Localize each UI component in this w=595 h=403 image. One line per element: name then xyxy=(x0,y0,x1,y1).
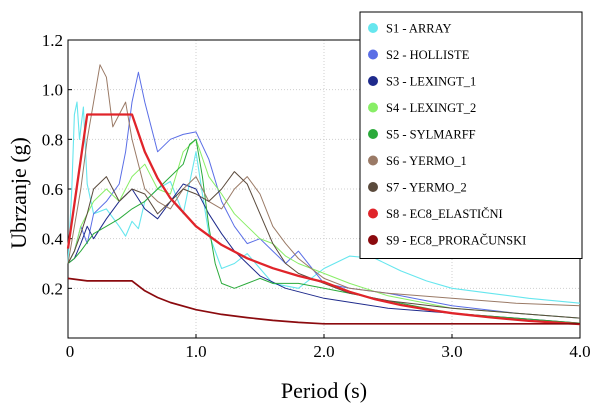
legend-label: S3 - LEXINGT_1 xyxy=(386,75,476,89)
x-tick-label: 0 xyxy=(66,342,75,361)
legend-marker xyxy=(368,49,378,60)
legend-marker xyxy=(368,182,378,192)
x-tick-label: 1.0 xyxy=(185,342,206,361)
y-tick-label: 1.0 xyxy=(42,81,63,100)
legend-label: S7 - YERMO_2 xyxy=(386,181,467,195)
y-tick-label: 0.8 xyxy=(42,130,63,149)
y-axis-label: Ubrzanje (g) xyxy=(6,137,31,249)
series-line-s3 xyxy=(67,183,581,324)
legend-marker xyxy=(368,235,378,245)
legend-box xyxy=(359,11,583,259)
legend-label: S6 - YERMO_1 xyxy=(386,154,467,168)
legend-label: S9 - EC8_PRORAČUNSKI xyxy=(386,234,526,248)
legend-marker xyxy=(368,76,378,86)
legend-label: S1 - ARRAY xyxy=(386,22,452,36)
legend-marker xyxy=(368,155,378,166)
legend-label: S4 - LEXINGT_2 xyxy=(386,101,476,115)
x-tick-label: 3.0 xyxy=(441,342,462,361)
y-tick-label: 0.4 xyxy=(42,230,64,249)
series-line-s5 xyxy=(67,138,581,324)
series-lines xyxy=(66,64,581,326)
x-tick-label: 4.0 xyxy=(569,342,590,361)
legend-label: S5 - SYLMARFF xyxy=(386,128,476,142)
legend-marker xyxy=(368,129,378,139)
series-line-s4 xyxy=(67,138,581,319)
y-tick-label: 1.2 xyxy=(42,31,63,50)
series-line-s7 xyxy=(67,171,581,319)
y-tick-label: 0.6 xyxy=(42,180,63,199)
series-line-s6 xyxy=(67,64,581,307)
legend-marker xyxy=(368,208,378,219)
legend-marker xyxy=(368,102,378,113)
legend-label: S8 - EC8_ELASTIČNI xyxy=(386,207,503,221)
tick-labels: 0 1.0 2.0 3.0 4.0 0.2 0.4 0.6 0.8 1.0 1.2 xyxy=(42,31,591,361)
series-line-s1 xyxy=(67,101,581,304)
x-axis-label: Period (s) xyxy=(281,378,367,403)
series-line-s8 xyxy=(66,113,581,326)
legend-label: S2 - HOLLISTE xyxy=(386,48,470,62)
series-line-s9 xyxy=(67,277,580,325)
legend-marker xyxy=(368,23,378,33)
y-tick-label: 0.2 xyxy=(42,279,63,298)
x-tick-label: 2.0 xyxy=(313,342,334,361)
legend: S1 - ARRAY S2 - HOLLISTE S3 - LEXINGT_1 S4 … xyxy=(359,11,583,259)
